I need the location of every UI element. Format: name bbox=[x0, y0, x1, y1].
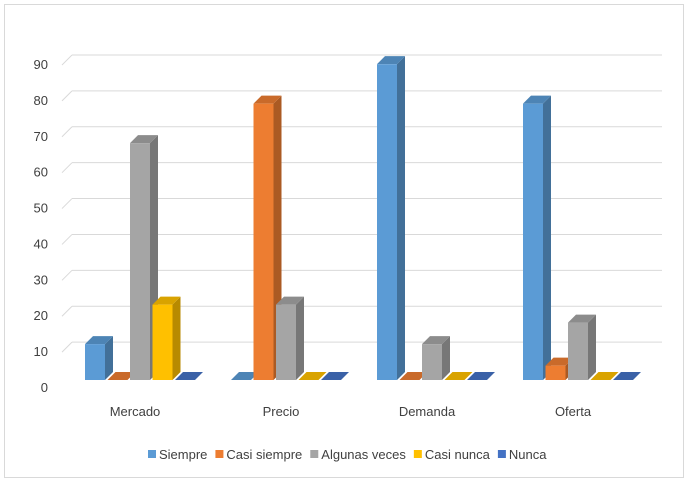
legend-item: Casi nunca bbox=[413, 447, 491, 462]
x-tick-label: Precio bbox=[263, 404, 300, 419]
legend-swatch bbox=[413, 450, 422, 458]
y-tick-label: 80 bbox=[34, 93, 48, 108]
bar-top bbox=[276, 296, 304, 305]
bar-front bbox=[377, 64, 397, 380]
legend-item: Siempre bbox=[148, 447, 207, 462]
x-axis: Mercado Precio Demanda Oferta bbox=[110, 404, 592, 419]
bar-top bbox=[231, 372, 259, 380]
bar bbox=[613, 372, 641, 380]
bar-top bbox=[590, 372, 619, 380]
x-tick-label: Mercado bbox=[110, 404, 161, 419]
bar-side bbox=[588, 314, 596, 380]
gridline-slant bbox=[61, 198, 73, 209]
bar bbox=[444, 372, 473, 380]
bar bbox=[321, 372, 349, 380]
x-tick-label: Demanda bbox=[399, 404, 456, 419]
bar-side bbox=[442, 336, 450, 380]
bar bbox=[399, 372, 428, 380]
gridline-slant bbox=[61, 126, 73, 138]
bar-front bbox=[85, 344, 105, 380]
bar bbox=[85, 336, 113, 380]
gridline-slant bbox=[61, 90, 73, 102]
bar-top bbox=[467, 372, 495, 380]
bar bbox=[590, 372, 619, 380]
bar-side bbox=[543, 95, 551, 381]
y-tick-label: 60 bbox=[34, 165, 48, 180]
bar-front bbox=[545, 365, 566, 380]
gridline-slant bbox=[61, 341, 73, 353]
legend-swatch bbox=[310, 450, 319, 458]
bar-front bbox=[568, 322, 588, 380]
legend-label: Siempre bbox=[159, 447, 207, 462]
y-tick-label: 20 bbox=[34, 308, 48, 323]
bar-top bbox=[321, 372, 349, 380]
bar bbox=[422, 336, 450, 380]
y-tick-label: 70 bbox=[34, 129, 48, 144]
legend: Siempre Casi siempre Algunas veces Casi nun… bbox=[148, 447, 547, 462]
bar-top bbox=[613, 372, 641, 380]
bar-top bbox=[523, 95, 551, 104]
bars bbox=[85, 56, 641, 381]
gridline-slant bbox=[61, 234, 73, 245]
bar bbox=[107, 372, 136, 380]
y-tick-label: 30 bbox=[34, 272, 48, 287]
bar-front bbox=[253, 103, 274, 381]
bar-front bbox=[130, 143, 150, 380]
chart-frame bbox=[4, 4, 684, 478]
bar bbox=[175, 372, 203, 380]
legend-label: Casi siempre bbox=[226, 447, 302, 462]
bar-top bbox=[545, 357, 574, 366]
bar-top bbox=[107, 372, 136, 380]
bar-side bbox=[172, 296, 181, 380]
bar-top bbox=[175, 372, 203, 380]
bar-top bbox=[422, 336, 450, 345]
bar bbox=[523, 95, 551, 381]
bar bbox=[298, 372, 327, 380]
bar-top bbox=[253, 95, 282, 104]
gridline-slant bbox=[61, 162, 73, 174]
bar bbox=[276, 296, 304, 380]
bar-side bbox=[105, 336, 113, 380]
y-tick-label: 50 bbox=[34, 201, 48, 216]
bar-top bbox=[130, 135, 158, 144]
bar bbox=[152, 296, 181, 380]
legend-item: Algunas veces bbox=[310, 447, 406, 462]
legend-swatch bbox=[497, 450, 506, 458]
gridline-slant bbox=[61, 305, 73, 317]
legend-label: Algunas veces bbox=[321, 447, 406, 462]
bar bbox=[467, 372, 495, 380]
bar bbox=[568, 314, 596, 380]
gridline-slant bbox=[61, 269, 73, 281]
bar-top bbox=[399, 372, 428, 380]
legend-item: Casi siempre bbox=[215, 447, 302, 462]
y-tick-label: 0 bbox=[41, 380, 48, 395]
bar-top bbox=[85, 336, 113, 345]
bar-top bbox=[444, 372, 473, 380]
legend-swatch bbox=[215, 450, 224, 458]
bar-top bbox=[377, 56, 405, 65]
legend-item: Nunca bbox=[497, 447, 547, 462]
legend-swatch bbox=[148, 450, 156, 458]
bar-side bbox=[296, 296, 304, 380]
gridline-slant bbox=[61, 54, 73, 66]
y-tick-label: 90 bbox=[34, 57, 48, 72]
y-axis: 0 10 20 30 40 50 60 70 80 90 bbox=[34, 57, 48, 395]
bar-front bbox=[523, 103, 543, 381]
y-tick-label: 40 bbox=[34, 236, 48, 251]
bar-top bbox=[568, 314, 596, 323]
legend-label: Nunca bbox=[509, 447, 547, 462]
legend-label: Casi nunca bbox=[425, 447, 491, 462]
bar bbox=[231, 372, 259, 380]
bar-front bbox=[152, 304, 173, 380]
bar bbox=[377, 56, 405, 381]
bar-front bbox=[276, 304, 296, 380]
bar-side bbox=[397, 56, 405, 381]
bar-front bbox=[422, 344, 442, 380]
bar-top bbox=[152, 296, 181, 305]
x-tick-label: Oferta bbox=[555, 404, 592, 419]
bar-top bbox=[298, 372, 327, 380]
y-tick-label: 10 bbox=[34, 344, 48, 359]
